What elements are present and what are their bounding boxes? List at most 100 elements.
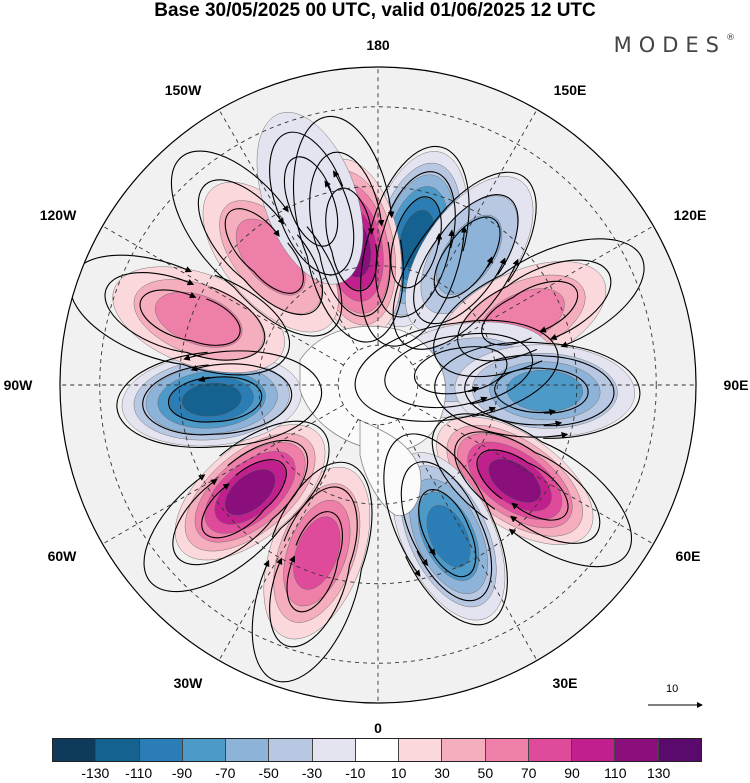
streamline [139,289,241,346]
anomaly-center-10 [121,352,302,447]
longitude-label-30w: 30W [173,675,203,691]
anomaly-center-6 [436,416,594,545]
colorbar-cell [269,739,313,761]
streamline [172,439,309,566]
colorbar-tick-label: -90 [171,765,193,781]
streamline [360,145,470,347]
meridian [218,109,359,351]
meridian [412,404,654,545]
colorbar-tick-label: -70 [215,765,236,781]
longitude-label-30e: 30E [552,675,578,691]
anomaly-center-9 [174,424,326,561]
longitude-label-180: 180 [366,37,390,53]
colorbar-tick-label: -30 [301,765,323,781]
longitude-label-120w: 120W [39,207,77,223]
longitude-label-60e: 60E [675,548,701,564]
anomaly-contour [506,369,584,412]
streamline [143,420,330,593]
modes-logo: MODES® [614,33,735,57]
colorbar-cell [615,739,659,761]
colorbar-cell [312,739,356,761]
anomaly-field [112,112,636,640]
longitude-label-90w: 90W [3,377,33,393]
longitude-label-60w: 60W [47,548,77,564]
streamline [269,131,355,276]
streamline [400,461,493,602]
latitude-circle [178,185,578,585]
arctic-coastline [299,325,447,452]
colorbar-tick-label: 130 [646,765,671,781]
streamline [418,489,477,578]
reference-vector-label: 10 [666,683,679,695]
streamline [283,156,339,247]
streamline [390,196,443,289]
anomaly-contour [426,504,471,568]
map-border [59,66,697,704]
streamline [476,449,569,521]
streamline [201,459,287,539]
longitude-label-0: 0 [374,720,382,736]
colorbar-cell [485,739,529,761]
colorbar-cell [399,739,443,761]
streamline [286,511,343,613]
colorbar-tick-label: -110 [125,765,153,781]
streamline [116,350,323,449]
anomaly-center-12 [202,181,339,333]
anomaly-contour [224,468,276,516]
streamline [481,280,579,346]
anomaly-contour [293,516,341,590]
wind-streamlines [69,115,645,683]
longitude-label-90e: 90E [723,377,749,393]
meridian [412,225,654,366]
streamline [392,171,537,350]
streamline [309,151,391,317]
colorbar-tick-label: 90 [564,765,580,781]
streamline [454,431,601,544]
streamline [431,413,632,568]
colorbar-cell [572,739,616,761]
colorbar-tick-label: -50 [258,765,279,781]
streamline [354,319,559,422]
brand-text: MODES [613,33,726,57]
colorbar-cell [442,739,486,761]
colorbar-cell [182,739,227,761]
map-title: Base 30/05/2025 00 UTC, valid 01/06/2025… [154,0,596,21]
streamline [494,367,589,416]
colorbar [52,738,702,762]
latitude-circle [258,265,498,505]
streamline [375,171,456,318]
colorbar-tick-label: -10 [345,765,366,781]
colorbar-tick-label: 70 [520,765,537,781]
registered-mark: ® [726,33,735,43]
anomaly-center-5 [454,344,636,438]
streamline [413,194,519,325]
streamline [464,354,615,427]
streamline [104,272,266,361]
anomaly-contour [436,214,503,295]
streamline [434,341,641,439]
streamline [142,363,293,436]
streamline [384,332,534,409]
streamline [413,346,508,395]
streamline [170,150,343,337]
colorbar-cell [96,739,140,761]
anomaly-center-7 [391,452,506,621]
streamline [433,238,645,378]
colorbar-tick-label: 110 [604,765,627,781]
colorbar-tick-label: 50 [477,765,494,781]
colorbar-tick-label: -130 [81,765,110,781]
land-masses [299,325,447,517]
greenland-coastline [359,419,422,517]
streamline [292,115,404,343]
graticule [60,67,696,703]
streamline [383,433,508,626]
meridian [102,404,344,545]
colorbar-cell [355,739,400,761]
longitude-label-150w: 150W [164,82,202,98]
colorbar-cell [139,739,183,761]
meridian [218,419,359,661]
colorbar-tick-label: 10 [390,765,407,781]
colorbar-cell [528,739,573,761]
longitude-label-120e: 120E [673,207,707,223]
